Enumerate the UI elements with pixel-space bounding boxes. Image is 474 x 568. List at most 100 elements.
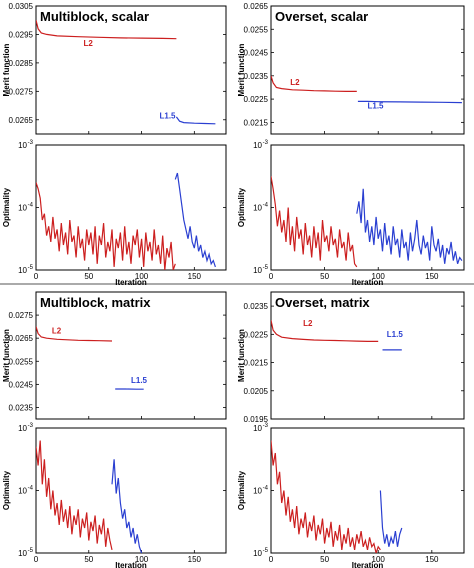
plot-frame (35, 5, 227, 135)
y-axis-label: Optimality (237, 470, 246, 510)
x-axis-label: Iteration (352, 561, 384, 568)
y-tick-label: 10 (18, 424, 27, 433)
x-axis-label: Iteration (115, 561, 147, 568)
y-tick-exponent: -3 (28, 423, 34, 429)
y-axis-label: Merit function (237, 43, 246, 96)
y-tick-label: 0.0205 (244, 387, 269, 396)
panel-title: Multiblock, matrix (40, 295, 151, 310)
y-tick-exponent: -3 (263, 423, 269, 429)
plot-frame (35, 291, 227, 420)
x-tick-label: 150 (188, 555, 202, 564)
y-tick-label: 10 (253, 549, 262, 558)
series-line-red (271, 176, 358, 268)
panel-title: Multiblock, scalar (40, 9, 149, 24)
panel-title: Overset, matrix (275, 295, 370, 310)
y-axis-label: Optimality (237, 187, 246, 227)
y-tick-label: 10 (253, 204, 262, 213)
x-tick-label: 50 (84, 272, 93, 281)
series-line-red (36, 20, 177, 40)
y-tick-label: 10 (18, 266, 27, 275)
x-axis-label: Iteration (115, 278, 147, 287)
series-label: L2 (290, 78, 300, 87)
y-tick-label: 10 (18, 549, 27, 558)
x-tick-label: 0 (269, 272, 274, 281)
y-tick-label: 0.0285 (9, 59, 34, 68)
panel-0: 0.0305 0.0295 0.0285 0.0275 0.0265 Merit func… (2, 2, 227, 135)
series-line-red (271, 75, 357, 93)
y-tick-label: 0.0265 (9, 116, 34, 125)
x-tick-label: 100 (135, 272, 149, 281)
y-tick-label: 10 (18, 141, 27, 150)
x-tick-label: 100 (135, 555, 149, 564)
y-tick-label: 0.0225 (244, 95, 269, 104)
x-tick-label: 50 (84, 555, 93, 564)
series-line-red (36, 182, 176, 270)
y-tick-label: 10 (18, 487, 27, 496)
y-tick-exponent: -4 (28, 203, 34, 209)
series-label: L1.5 (368, 101, 385, 110)
x-tick-label: 150 (425, 555, 439, 564)
y-tick-label: 0.0305 (9, 2, 34, 11)
series-line-blue (174, 172, 216, 268)
x-tick-label: 150 (188, 272, 202, 281)
x-tick-label: 100 (372, 272, 386, 281)
series-line-blue (111, 459, 143, 553)
y-tick-label: 10 (253, 424, 262, 433)
y-tick-exponent: -5 (263, 548, 269, 554)
y-tick-label: 0.0265 (9, 334, 34, 343)
y-axis-label: Optimality (2, 470, 11, 510)
x-tick-label: 100 (372, 555, 386, 564)
y-tick-label: 0.0275 (9, 87, 34, 96)
series-line-blue (357, 100, 462, 104)
y-tick-label: 0.0245 (244, 49, 269, 58)
plot-frame (270, 5, 465, 135)
y-tick-label: 0.0255 (9, 357, 34, 366)
series-line-red (36, 440, 113, 551)
series-label: L2 (52, 327, 62, 336)
y-tick-label: 0.0215 (244, 118, 269, 127)
y-tick-exponent: -4 (263, 486, 269, 492)
x-tick-label: 0 (269, 555, 274, 564)
x-tick-label: 50 (320, 272, 329, 281)
panel-6: 0.0235 0.0225 0.0215 0.0205 0.0195 Merit func… (237, 291, 465, 424)
series-line-red (36, 326, 113, 342)
y-tick-label: 0.0235 (9, 403, 34, 412)
plot-frame (270, 144, 465, 271)
series-label: L2 (303, 319, 313, 328)
series-label: L1.5 (387, 330, 404, 339)
y-tick-label: 0.0225 (244, 330, 269, 339)
y-tick-exponent: -3 (28, 140, 34, 146)
panel-title: Overset, scalar (275, 9, 368, 24)
x-tick-label: 0 (34, 555, 39, 564)
y-tick-label: 0.0295 (9, 30, 34, 39)
plot-frame (35, 144, 227, 271)
y-axis-label: Merit function (2, 43, 11, 96)
y-tick-label: 0.0275 (9, 311, 34, 320)
y-tick-exponent: -5 (263, 265, 269, 271)
y-tick-label: 0.0195 (244, 415, 269, 424)
series-label: L2 (84, 39, 94, 48)
y-tick-label: 0.0265 (244, 2, 269, 11)
y-tick-label: 0.0255 (244, 25, 269, 34)
y-axis-label: Optimality (2, 187, 11, 227)
y-tick-exponent: -3 (263, 140, 269, 146)
y-tick-label: 0.0245 (9, 380, 34, 389)
plot-frame (270, 291, 465, 420)
x-axis-label: Iteration (352, 278, 384, 287)
x-tick-label: 150 (425, 272, 439, 281)
y-axis-label: Merit function (237, 329, 246, 382)
series-label: L1.5 (160, 111, 177, 120)
x-tick-label: 0 (34, 272, 39, 281)
series-line-blue (175, 116, 216, 125)
y-tick-exponent: -4 (28, 486, 34, 492)
y-tick-label: 10 (253, 141, 262, 150)
y-tick-exponent: -5 (28, 265, 34, 271)
panel-4: 0.0275 0.0265 0.0255 0.0245 0.0235 Merit func… (2, 291, 227, 420)
series-line-blue (379, 490, 403, 547)
y-tick-label: 0.0235 (244, 72, 269, 81)
